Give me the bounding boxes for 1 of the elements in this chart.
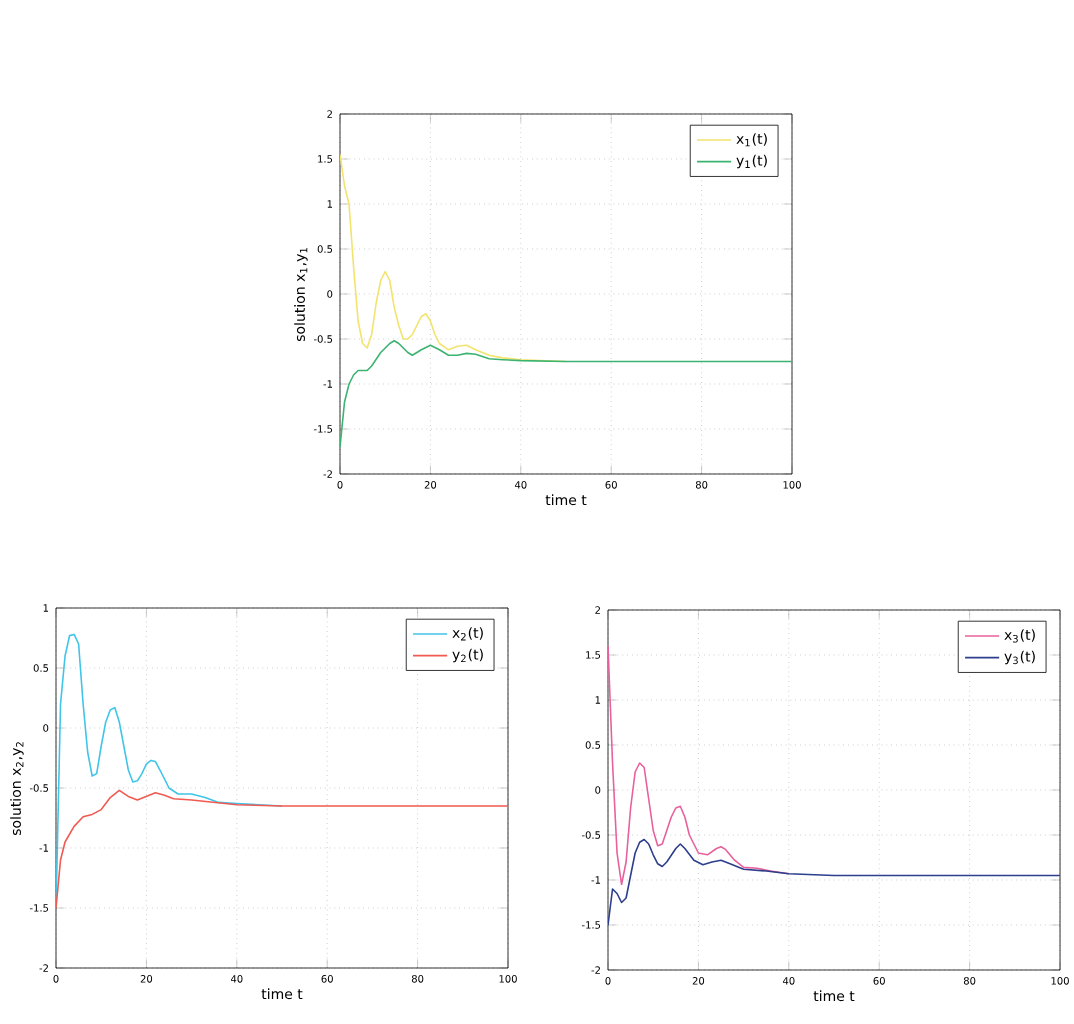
line-series [340,153,567,363]
